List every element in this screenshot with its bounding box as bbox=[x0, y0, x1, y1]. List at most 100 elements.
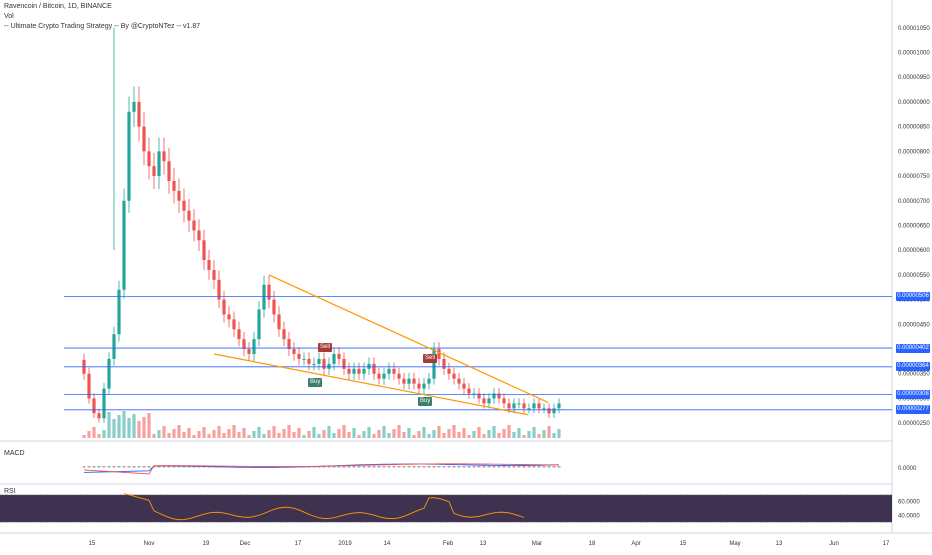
volume-bar bbox=[502, 429, 506, 438]
candle-body bbox=[377, 373, 381, 379]
volume-bar bbox=[312, 427, 316, 438]
volume-bar bbox=[187, 428, 191, 438]
candle-body bbox=[277, 314, 281, 330]
candle-body bbox=[497, 393, 501, 399]
macd-histogram-bar bbox=[417, 466, 421, 468]
sell-signal-label: Sell bbox=[318, 342, 333, 352]
candle-body bbox=[207, 260, 211, 270]
candle-body bbox=[202, 240, 206, 261]
volume-bar bbox=[332, 433, 336, 438]
candle-body bbox=[537, 403, 541, 409]
macd-histogram-bar bbox=[122, 466, 126, 468]
volume-bar bbox=[397, 425, 401, 438]
macd-histogram-bar bbox=[437, 466, 441, 468]
price-tick-label: 0.00000850 bbox=[898, 125, 930, 131]
time-axis-label: 17 bbox=[883, 541, 890, 547]
macd-histogram-bar bbox=[387, 466, 391, 468]
volume-bar bbox=[517, 428, 521, 438]
volume-bar bbox=[382, 426, 386, 438]
candle-body bbox=[177, 190, 181, 201]
price-level-tag: 0.00000364 bbox=[896, 362, 930, 372]
macd-histogram-bar bbox=[462, 466, 466, 468]
volume-bar bbox=[327, 426, 331, 438]
candle-body bbox=[167, 161, 171, 181]
volume-bar bbox=[147, 413, 151, 438]
candle-body bbox=[162, 151, 166, 162]
candle-body bbox=[197, 230, 201, 241]
macd-histogram-bar bbox=[537, 466, 541, 468]
macd-histogram-bar bbox=[397, 466, 401, 468]
volume-bar bbox=[412, 435, 416, 438]
volume-bar bbox=[392, 429, 396, 438]
candle-body bbox=[432, 349, 436, 379]
volume-bar bbox=[212, 430, 216, 438]
volume-bar bbox=[302, 435, 306, 438]
price-level-tag: 0.00000308 bbox=[896, 390, 930, 399]
volume-bar bbox=[542, 430, 546, 438]
candle-body bbox=[262, 284, 266, 310]
volume-bar bbox=[557, 429, 561, 438]
macd-histogram-bar bbox=[132, 466, 136, 468]
candle-body bbox=[447, 368, 451, 374]
macd-histogram-bar bbox=[157, 466, 161, 468]
sell-signal-label: Sell bbox=[423, 353, 438, 363]
price-level-tag: 0.00000506 bbox=[896, 292, 930, 302]
candle-body bbox=[282, 329, 286, 340]
price-tick-label: 0.00000750 bbox=[898, 174, 930, 180]
volume-bar bbox=[177, 425, 181, 438]
candle-body bbox=[307, 358, 311, 364]
rsi-line bbox=[123, 493, 525, 521]
buy-signal-label: Buy bbox=[308, 378, 323, 388]
rsi-pane-label: RSI bbox=[4, 488, 16, 495]
macd-histogram-bar bbox=[167, 466, 171, 468]
volume-bar bbox=[407, 428, 411, 438]
candle-body bbox=[297, 353, 301, 359]
volume-bar bbox=[377, 430, 381, 438]
macd-histogram-bar bbox=[527, 466, 531, 468]
volume-bar bbox=[337, 429, 341, 438]
volume-bar bbox=[322, 430, 326, 438]
macd-histogram-bar bbox=[127, 466, 131, 468]
price-tick-label: 0.00000650 bbox=[898, 223, 930, 229]
price-tick-label: 0.00000350 bbox=[898, 372, 930, 378]
time-axis-label: 19 bbox=[203, 541, 210, 547]
buy-signal-label: Buy bbox=[418, 396, 433, 406]
volume-bar bbox=[132, 414, 136, 438]
macd-histogram-bar bbox=[522, 466, 526, 468]
volume-bar bbox=[242, 428, 246, 438]
volume-bar bbox=[422, 427, 426, 438]
macd-histogram-bar bbox=[452, 466, 456, 468]
volume-bar bbox=[192, 435, 196, 438]
candle-body bbox=[217, 279, 221, 300]
volume-bar bbox=[87, 431, 91, 438]
volume-bar bbox=[157, 430, 161, 438]
macd-histogram-bar bbox=[392, 466, 396, 468]
candle-body bbox=[427, 378, 431, 384]
macd-histogram-bar bbox=[357, 466, 361, 468]
volume-bar bbox=[547, 426, 551, 438]
volume-bar bbox=[172, 429, 176, 438]
volume-bar bbox=[307, 431, 311, 438]
price-tick-label: 0.00000900 bbox=[898, 100, 930, 106]
candle-body bbox=[127, 111, 131, 201]
volume-bar bbox=[167, 433, 171, 438]
candle-body bbox=[477, 393, 481, 399]
macd-pane-label: MACD bbox=[4, 450, 25, 457]
macd-histogram-bar bbox=[82, 466, 86, 468]
macd-histogram-bar bbox=[327, 466, 331, 468]
candle-body bbox=[467, 388, 471, 394]
macd-histogram-bar bbox=[487, 466, 491, 468]
time-axis-label: 14 bbox=[384, 541, 391, 547]
volume-bar bbox=[142, 417, 146, 438]
candle-body bbox=[107, 358, 111, 389]
macd-histogram-bar bbox=[492, 466, 496, 468]
candle-body bbox=[482, 398, 486, 404]
macd-histogram-bar bbox=[432, 466, 436, 468]
price-tick-label: 0.00000700 bbox=[898, 199, 930, 205]
time-axis-label: 15 bbox=[680, 541, 687, 547]
macd-histogram-bar bbox=[502, 466, 506, 468]
volume-bar bbox=[162, 426, 166, 438]
volume-bar bbox=[202, 427, 206, 438]
